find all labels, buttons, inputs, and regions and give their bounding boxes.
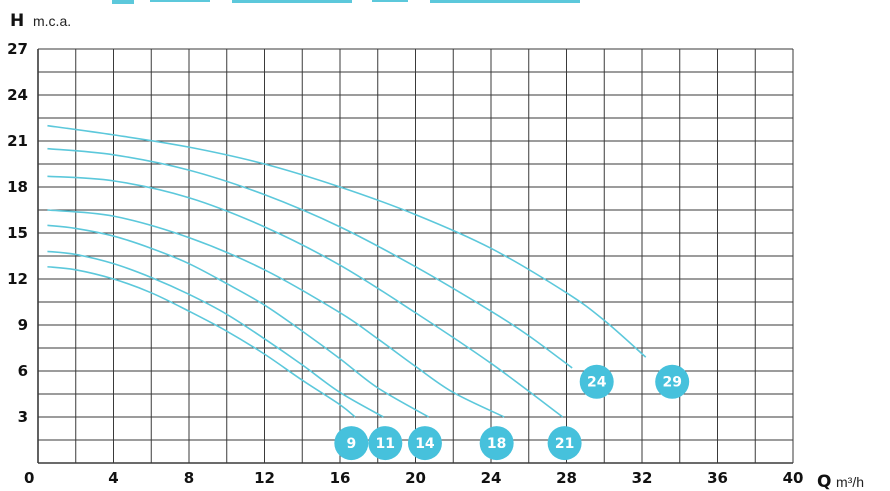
badge-14	[407, 426, 442, 461]
badge-9	[334, 426, 369, 461]
y-tick-label: 3	[18, 408, 28, 426]
x-axis-unit: m³/h	[836, 474, 864, 490]
y-tick-labels: 3 6 9 12 15 18 21 24 27	[7, 40, 28, 426]
badge-label-24: 24	[587, 375, 607, 391]
title-fragment	[112, 0, 580, 4]
x-tick-label: 12	[254, 469, 275, 487]
y-tick-label: 18	[7, 178, 28, 196]
badge-18	[479, 426, 514, 461]
pump-curve-11	[47, 250, 384, 418]
x-tick-label: 32	[632, 469, 653, 487]
y-tick-label: 21	[7, 132, 28, 150]
x-tick-label: 20	[405, 469, 426, 487]
x-tick-label: 36	[707, 469, 728, 487]
badge-29	[655, 364, 690, 399]
curve-badges: 9 11 14 18 21 24 29	[334, 364, 690, 461]
y-tick-label: 24	[7, 86, 28, 104]
badge-label-21: 21	[555, 436, 574, 452]
x-axis-symbol: Q	[817, 472, 831, 491]
y-axis-unit: m.c.a.	[33, 13, 71, 29]
pump-curve-24	[47, 147, 573, 369]
y-tick-label: 9	[18, 316, 28, 334]
pump-curve-21	[47, 175, 564, 418]
y-axis-symbol: H	[10, 11, 24, 31]
badge-label-9: 9	[346, 436, 356, 452]
badge-label-14: 14	[415, 436, 435, 452]
pump-curve-29	[47, 124, 647, 358]
origin-label: 0	[24, 469, 34, 487]
badge-label-11: 11	[376, 436, 395, 452]
x-tick-label: 16	[330, 469, 351, 487]
pump-curve-9	[47, 265, 356, 418]
badge-11	[368, 426, 403, 461]
pump-curve-18	[47, 209, 505, 418]
y-tick-label: 15	[7, 224, 28, 242]
x-tick-label: 8	[184, 469, 194, 487]
x-tick-label: 4	[108, 469, 118, 487]
x-tick-label: 40	[783, 469, 804, 487]
y-tick-label: 12	[7, 270, 28, 288]
plot-grid	[37, 48, 794, 464]
y-tick-label: 6	[18, 362, 28, 380]
x-tick-labels: 4 8 12 16 20 24 28 32 36 40	[108, 469, 803, 487]
y-tick-label: 27	[7, 40, 28, 58]
badge-label-18: 18	[487, 436, 506, 452]
x-tick-label: 28	[556, 469, 577, 487]
badge-24	[579, 364, 614, 399]
badge-21	[547, 426, 582, 461]
badge-label-29: 29	[662, 375, 681, 391]
pump-curves	[47, 124, 647, 418]
pump-curve-14	[47, 224, 430, 418]
x-tick-label: 24	[481, 469, 502, 487]
